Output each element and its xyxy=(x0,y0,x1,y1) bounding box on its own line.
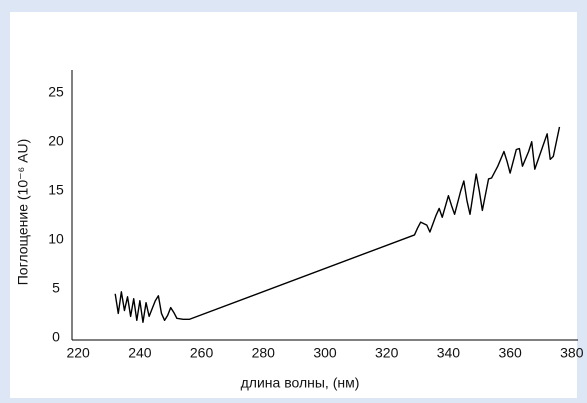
x-axis-label: длина волны, (нм) xyxy=(241,375,360,391)
y-tick-label: 0 xyxy=(52,329,60,345)
x-tick-label: 300 xyxy=(313,345,337,361)
x-tick-label: 280 xyxy=(252,345,276,361)
x-tick-label: 380 xyxy=(560,345,584,361)
panel xyxy=(10,12,577,398)
y-tick-label: 15 xyxy=(48,181,64,197)
y-tick-label: 5 xyxy=(52,280,60,296)
y-tick-label: 25 xyxy=(48,83,64,99)
x-tick-label: 320 xyxy=(375,345,399,361)
x-tick-label: 240 xyxy=(128,345,152,361)
y-axis-label: Поглощение (10⁻⁶ AU) xyxy=(15,139,31,286)
x-tick-label: 220 xyxy=(66,345,90,361)
x-tick-label: 340 xyxy=(437,345,461,361)
y-tick-label: 20 xyxy=(48,132,64,148)
x-tick-label: 260 xyxy=(190,345,214,361)
data-line xyxy=(114,126,561,323)
y-tick-label: 10 xyxy=(48,231,64,247)
x-tick-label: 360 xyxy=(498,345,522,361)
